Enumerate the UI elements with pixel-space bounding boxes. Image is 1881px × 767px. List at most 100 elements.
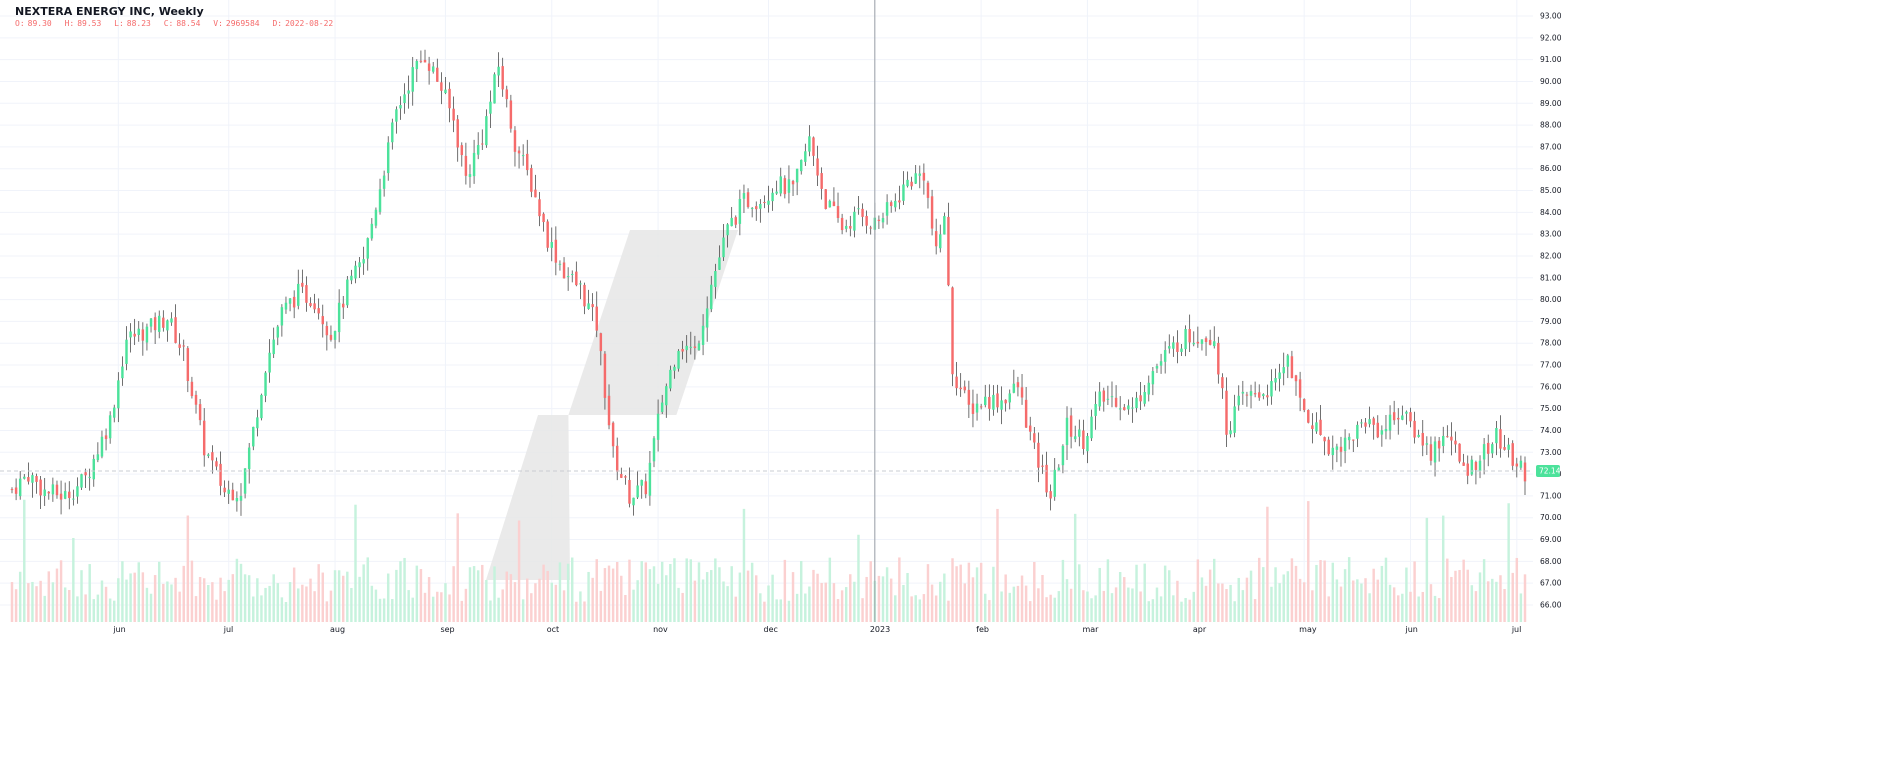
date-value: 2022-08-22 (285, 19, 333, 28)
volume-bar (681, 592, 684, 622)
volume-bar (68, 589, 71, 622)
candle (350, 269, 353, 285)
volume-bar (1221, 583, 1224, 622)
candle (129, 323, 132, 353)
candle (407, 75, 410, 109)
candle (795, 168, 799, 196)
volume-bar (100, 580, 104, 622)
candle (726, 223, 729, 248)
volume-bar (1016, 585, 1020, 622)
volume-bar (947, 600, 950, 622)
volume-bar (583, 601, 586, 622)
volume-bar (252, 596, 255, 622)
volume-bar (934, 595, 938, 622)
candle (399, 96, 402, 120)
volume-bar (526, 578, 529, 622)
volume-bar (1376, 579, 1380, 622)
candle (1397, 408, 1400, 435)
volume-bar (1282, 574, 1285, 622)
volume-bar (288, 582, 292, 622)
candle (902, 171, 905, 206)
candle (857, 195, 860, 215)
candle (235, 491, 239, 512)
candle (1020, 373, 1024, 405)
volume-bar (877, 575, 881, 622)
candle (370, 218, 374, 241)
candle (378, 178, 382, 215)
candle (881, 212, 885, 229)
volume-bar (726, 586, 729, 622)
volume-bar (501, 589, 504, 622)
candle (207, 453, 210, 459)
volume-bar (1405, 567, 1408, 622)
candle (861, 203, 864, 227)
volume-bar (1225, 589, 1228, 622)
volume-bar (799, 560, 803, 622)
volume-bar (386, 573, 390, 622)
candle (824, 189, 827, 210)
candle (632, 497, 635, 516)
volume-bar (55, 568, 59, 622)
candle (1441, 426, 1445, 454)
candle (628, 467, 631, 508)
volume-bar (1118, 572, 1122, 622)
candle (943, 212, 946, 235)
volume-bar (1270, 586, 1273, 622)
candle (1446, 425, 1449, 438)
volume-bar (705, 572, 709, 622)
volume-bar (1286, 571, 1290, 622)
y-tick-label: 78.00 (1540, 339, 1562, 348)
candle (718, 245, 721, 271)
candle (1233, 394, 1236, 438)
volume-bar (902, 585, 905, 622)
volume-bar (256, 578, 259, 622)
volume-bar (836, 599, 840, 622)
volume-bar (268, 585, 271, 622)
candle (1433, 436, 1437, 477)
volume-bar (1315, 564, 1318, 622)
volume-bar (1127, 587, 1130, 622)
candle (636, 470, 639, 500)
volume-bar (1352, 580, 1355, 622)
volume-bar (566, 563, 570, 622)
volume-bar (1245, 577, 1249, 622)
volume-bar (1331, 562, 1335, 622)
candle (603, 351, 607, 410)
volume-bar (1151, 599, 1155, 622)
candle (256, 409, 259, 437)
candle (914, 165, 917, 185)
volume-bar (775, 599, 778, 622)
volume-bar (1249, 570, 1253, 622)
volume-bar (1462, 559, 1465, 622)
candle (939, 224, 942, 253)
volume-bar (910, 596, 913, 622)
time-axis[interactable]: jun jul aug sep oct nov dec 2023 feb mar apr may jun… (112, 625, 1521, 634)
candle (1041, 454, 1044, 474)
candle (149, 317, 153, 333)
volume-bar (1000, 591, 1003, 622)
volume-bar (967, 562, 971, 622)
price-axis[interactable]: 66.0067.0068.0069.0070.0071.0072.0073.00… (1540, 12, 1562, 610)
volume-bar (861, 598, 864, 622)
volume-bar (194, 596, 198, 622)
volume-bar (72, 537, 75, 622)
volume-bar (403, 557, 406, 622)
candle (452, 96, 455, 133)
volume-bar (988, 600, 991, 622)
candle (1470, 455, 1474, 476)
candle (1135, 391, 1138, 413)
volume-bar (1503, 589, 1506, 622)
candle (444, 77, 447, 95)
candle (1024, 387, 1028, 429)
candle (844, 219, 848, 233)
volume-bar (894, 595, 897, 622)
x-tick-label: mar (1082, 625, 1099, 634)
candle (546, 219, 549, 252)
candle (1192, 331, 1195, 347)
x-tick-label: jun (112, 625, 125, 634)
candle (1061, 444, 1065, 474)
volume-bar (710, 570, 713, 622)
candle (1090, 409, 1093, 442)
candle (1315, 412, 1318, 434)
